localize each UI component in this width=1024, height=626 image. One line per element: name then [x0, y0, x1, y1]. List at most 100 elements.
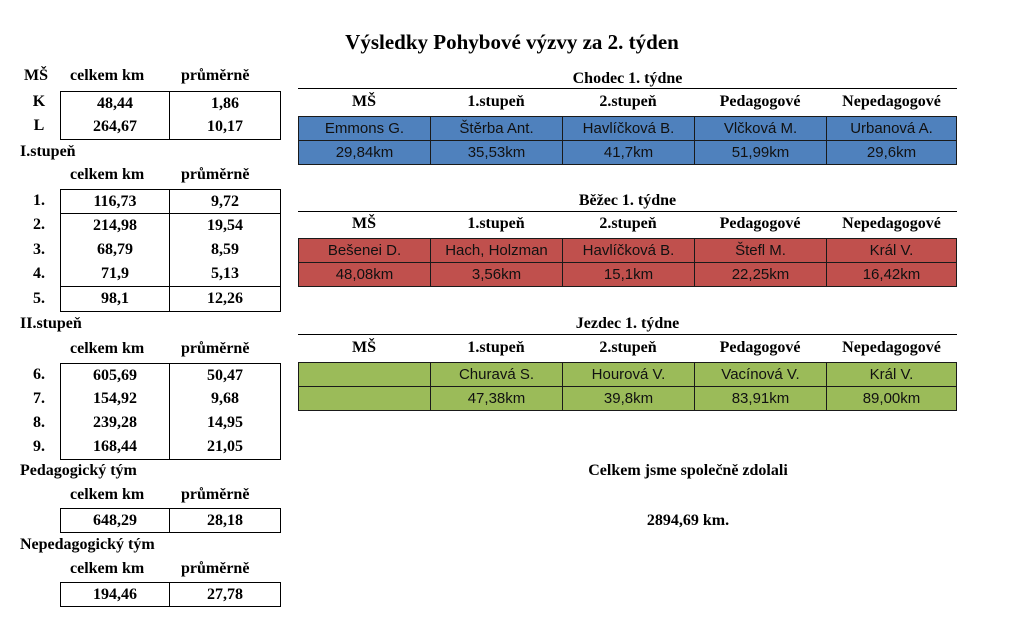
winner-name-cell: Havlíčková B.: [562, 116, 695, 141]
winner-distance-cell: 3,56km: [430, 262, 563, 287]
section-divider: [298, 334, 957, 335]
class-avg: 9,72: [170, 189, 281, 214]
winner-distance-cell: 47,38km: [430, 386, 563, 411]
class-total: 71,9: [60, 262, 170, 287]
class-label: 6.: [33, 366, 45, 383]
column-header: MŠ: [352, 339, 376, 356]
class-label: 7.: [33, 390, 45, 407]
ms-row-avg: 10,17: [170, 115, 281, 140]
summary-total: 2894,69 km.: [646, 512, 730, 529]
class-avg: 9,68: [170, 387, 281, 412]
class-avg: 50,47: [170, 363, 281, 388]
column-header: 1.stupeň: [467, 339, 525, 356]
section-grid: Bešenei D. Hach, Holzman Havlíčková B. Š…: [298, 238, 957, 288]
winner-name-cell: [298, 362, 431, 387]
column-header: Pedagogové: [719, 339, 801, 356]
ms-row-total: 264,67: [60, 115, 170, 140]
class-label: 5.: [33, 290, 45, 307]
winner-distance-cell: 51,99km: [694, 140, 827, 165]
winner-distance-cell: 41,7km: [562, 140, 695, 165]
staff-total: 194,46: [60, 582, 170, 607]
column-header: Pedagogové: [719, 93, 801, 110]
section-grid: Churavá S. Hourová V. Vacínová V. Král V…: [298, 362, 957, 412]
winner-distance-cell: 22,25km: [694, 262, 827, 287]
second-stage-col-avg-header: průměrně: [181, 340, 250, 357]
class-total: 239,28: [60, 411, 170, 436]
winner-distance-cell: [298, 386, 431, 411]
winner-name-cell: Vacínová V.: [694, 362, 827, 387]
page-title: Výsledky Pohybové výzvy za 2. týden: [345, 30, 679, 54]
column-header: Nepedagogové: [842, 93, 941, 110]
winner-distance-cell: 29,6km: [826, 140, 957, 165]
class-label: 9.: [33, 438, 45, 455]
winner-distance-cell: 83,91km: [694, 386, 827, 411]
section-divider: [298, 88, 957, 89]
staff-avg: 27,78: [170, 582, 281, 607]
ms-col-total-header: celkem km: [70, 67, 145, 84]
class-total: 68,79: [60, 238, 170, 263]
column-header: MŠ: [352, 93, 376, 110]
class-avg: 5,13: [170, 262, 281, 287]
section-title: Běžec 1. týdne: [578, 192, 677, 209]
winner-name-cell: Štěrba Ant.: [430, 116, 563, 141]
class-total: 605,69: [60, 363, 170, 388]
class-total: 154,92: [60, 387, 170, 412]
summary-text: Celkem jsme společně zdolali: [588, 462, 788, 479]
first-stage-col-avg-header: průměrně: [181, 166, 250, 183]
staff-col-total-header: celkem km: [70, 560, 145, 577]
teachers-avg: 28,18: [170, 508, 281, 533]
class-total: 214,98: [60, 214, 170, 239]
class-avg: 8,59: [170, 238, 281, 263]
teachers-col-total-header: celkem km: [70, 486, 145, 503]
class-label: 2.: [33, 216, 45, 233]
column-header: Pedagogové: [719, 215, 801, 232]
ms-header-label: MŠ: [24, 67, 48, 84]
column-header: 1.stupeň: [467, 93, 525, 110]
teachers-col-avg-header: průměrně: [181, 486, 250, 503]
winner-name-cell: Vlčková M.: [694, 116, 827, 141]
class-label: 4.: [33, 265, 45, 282]
winner-name-cell: Štefl M.: [694, 238, 827, 263]
winner-name-cell: Urbanová A.: [826, 116, 957, 141]
winner-name-cell: Bešenei D.: [298, 238, 431, 263]
second-stage-col-total-header: celkem km: [70, 340, 145, 357]
class-avg: 19,54: [170, 214, 281, 239]
section-title: Jezdec 1. týdne: [575, 315, 680, 332]
winner-distance-cell: 89,00km: [826, 386, 957, 411]
second-stage-title: II.stupeň: [20, 315, 82, 332]
column-header: MŠ: [352, 215, 376, 232]
class-total: 168,44: [60, 435, 170, 460]
teachers-title: Pedagogický tým: [20, 462, 137, 479]
class-avg: 21,05: [170, 435, 281, 460]
class-label: 8.: [33, 414, 45, 431]
column-header: 2.stupeň: [599, 339, 657, 356]
ms-row-label: L: [33, 117, 45, 134]
first-stage-title: I.stupeň: [20, 143, 76, 160]
winner-name-cell: Havlíčková B.: [562, 238, 695, 263]
ms-row-avg: 1,86: [170, 91, 281, 116]
winner-name-cell: Churavá S.: [430, 362, 563, 387]
class-total: 116,73: [60, 189, 170, 214]
winner-name-cell: Emmons G.: [298, 116, 431, 141]
winner-name-cell: Hourová V.: [562, 362, 695, 387]
class-total: 98,1: [60, 287, 170, 312]
class-label: 1.: [33, 192, 45, 209]
section-grid: Emmons G. Štěrba Ant. Havlíčková B. Vlčk…: [298, 116, 957, 166]
winner-name-cell: Král V.: [826, 362, 957, 387]
winner-distance-cell: 39,8km: [562, 386, 695, 411]
winner-distance-cell: 48,08km: [298, 262, 431, 287]
ms-row-label: K: [32, 93, 46, 110]
winner-distance-cell: 29,84km: [298, 140, 431, 165]
winner-name-cell: Hach, Holzman: [430, 238, 563, 263]
winner-distance-cell: 15,1km: [562, 262, 695, 287]
class-avg: 14,95: [170, 411, 281, 436]
teachers-total: 648,29: [60, 508, 170, 533]
column-header: 1.stupeň: [467, 215, 525, 232]
winner-name-cell: Král V.: [826, 238, 957, 263]
winner-distance-cell: 35,53km: [430, 140, 563, 165]
section-divider: [298, 211, 957, 212]
winner-distance-cell: 16,42km: [826, 262, 957, 287]
column-header: Nepedagogové: [842, 339, 941, 356]
column-header: 2.stupeň: [599, 93, 657, 110]
ms-col-avg-header: průměrně: [181, 67, 250, 84]
